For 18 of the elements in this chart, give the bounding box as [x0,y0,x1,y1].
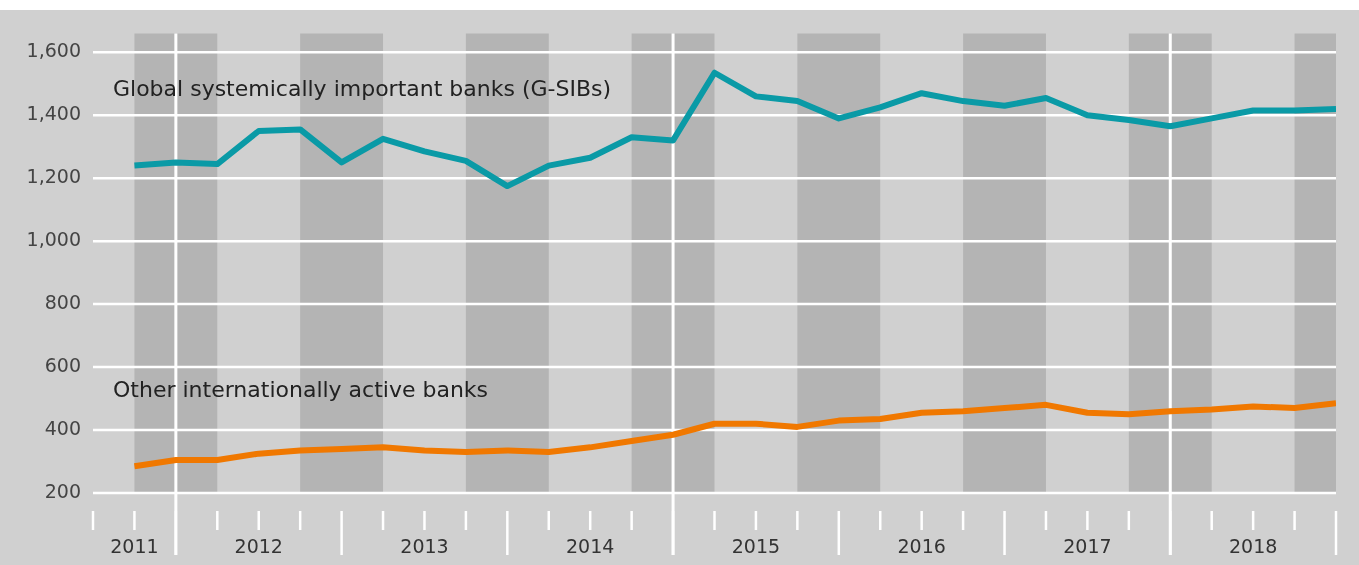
x-tick-label: 2013 [400,535,449,558]
y-tick-label: 400 [44,416,81,439]
x-tick-label: 2011 [110,535,159,558]
y-tick-label: 200 [44,479,81,502]
x-tick-label: 2014 [566,535,615,558]
x-tick-label: 2015 [731,535,781,558]
text: Other internationally active banks [113,376,489,402]
y-tick-label: 1,600 [26,39,81,62]
x-tick-label: 2018 [1228,535,1278,558]
y-tick-label: 1,200 [26,165,81,188]
x-tick-label: 2016 [897,535,946,558]
y-tick-label: 1,400 [26,102,81,125]
x-tick-label: 2012 [234,535,283,558]
y-tick-label: 600 [44,354,81,377]
y-tick-label: 800 [44,291,81,314]
series-label: Global systemically important banks (G-SIBs) [113,76,612,102]
y-tick-label: 1,000 [26,228,81,251]
x-tick-label: 2017 [1063,535,1112,558]
